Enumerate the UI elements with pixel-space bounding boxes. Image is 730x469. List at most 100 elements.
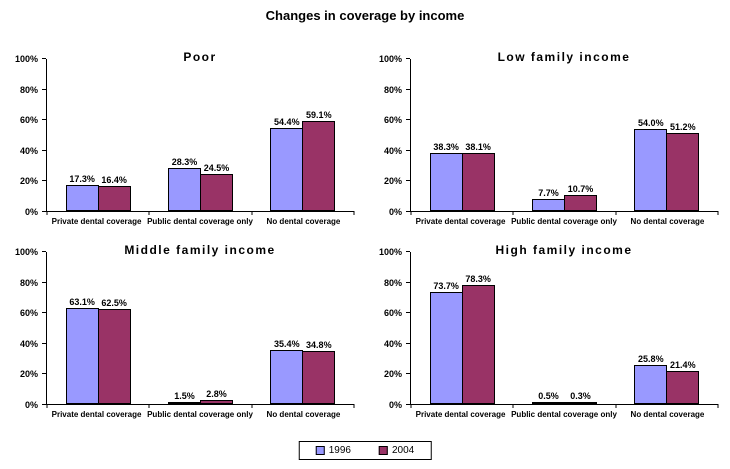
x-tick-mark bbox=[251, 404, 253, 408]
bar-1996: 63.1% bbox=[65, 297, 99, 404]
y-tick-mark bbox=[406, 180, 410, 182]
bar-1996: 38.3% bbox=[429, 142, 463, 211]
bar-2004: 10.7% bbox=[563, 184, 597, 211]
bar-value-label: 35.4% bbox=[274, 339, 300, 350]
y-tick-label: 20% bbox=[383, 369, 402, 380]
y-tick-label: 100% bbox=[378, 247, 402, 257]
y-tick-label: 20% bbox=[19, 369, 38, 380]
y-tick-label: 80% bbox=[383, 277, 402, 288]
plot-area: 38.3% 38.1% 7.7% 10.7% 54.0% 51.2% bbox=[410, 59, 719, 215]
bar-group: 54.0% 51.2% bbox=[616, 59, 718, 211]
bar-1996: 0.5% bbox=[531, 391, 565, 404]
plot-area: 17.3% 16.4% 28.3% 24.5% 54.4% 59.1% bbox=[46, 59, 355, 215]
bar-2004: 62.5% bbox=[97, 298, 131, 404]
bar-value-label: 34.8% bbox=[306, 340, 332, 351]
x-tick-mark bbox=[512, 404, 514, 408]
chart-title: Low family income bbox=[497, 50, 631, 64]
y-tick-label: 0% bbox=[388, 400, 402, 410]
x-tick-mark bbox=[353, 404, 355, 408]
y-tick-label: 60% bbox=[19, 115, 38, 126]
y-tick-mark bbox=[406, 281, 410, 283]
chart-low-family-income: Low family income 0% 20% 40% 60% 80% 100% 38.… bbox=[376, 50, 724, 238]
category-label: Private dental coverage bbox=[415, 410, 506, 419]
y-tick-mark bbox=[406, 58, 410, 59]
y-tick-mark bbox=[42, 58, 46, 59]
bar-2004: 24.5% bbox=[199, 163, 233, 211]
y-tick-mark bbox=[42, 251, 46, 252]
category-label: Public dental coverage only bbox=[511, 217, 617, 226]
bar-group: 28.3% 24.5% bbox=[149, 59, 251, 211]
y-tick-label: 60% bbox=[383, 308, 402, 319]
y-tick-mark bbox=[406, 342, 410, 344]
category-label: Public dental coverage only bbox=[147, 217, 253, 226]
y-tick-mark bbox=[42, 342, 46, 344]
category-label: Private dental coverage bbox=[415, 217, 506, 226]
bar-1996: 7.7% bbox=[531, 188, 565, 211]
y-tick-mark bbox=[406, 373, 410, 375]
y-tick-label: 40% bbox=[19, 338, 38, 349]
bar-group: 0.5% 0.3% bbox=[513, 252, 615, 404]
y-tick-mark bbox=[42, 180, 46, 182]
y-tick-mark bbox=[42, 404, 46, 405]
bar-2004: 2.8% bbox=[199, 389, 233, 404]
category-label: No dental coverage bbox=[630, 410, 705, 419]
legend-entry: 2004 bbox=[379, 445, 414, 456]
legend-label: 2004 bbox=[392, 445, 415, 456]
y-tick-label: 80% bbox=[383, 84, 402, 95]
legend-swatch-2004 bbox=[379, 446, 388, 455]
y-tick-label: 60% bbox=[19, 308, 38, 319]
y-tick-label: 100% bbox=[14, 247, 38, 257]
y-tick-label: 60% bbox=[383, 115, 402, 126]
chart-title: Poor bbox=[183, 50, 217, 64]
bar-value-label: 38.1% bbox=[465, 142, 491, 153]
bar-value-label: 62.5% bbox=[101, 298, 127, 308]
y-tick-label: 20% bbox=[19, 176, 38, 187]
bar-group: 35.4% 34.8% bbox=[252, 252, 354, 404]
y-tick-mark bbox=[406, 88, 410, 90]
bar-1996: 35.4% bbox=[270, 339, 304, 404]
category-label: Public dental coverage only bbox=[147, 410, 253, 419]
y-tick-mark bbox=[42, 88, 46, 90]
x-axis-category-labels: Private dental coverage Public dental cov… bbox=[46, 410, 354, 419]
bar-value-label: 7.7% bbox=[538, 188, 559, 199]
category-label: No dental coverage bbox=[266, 410, 341, 419]
legend-entry: 1996 bbox=[315, 445, 351, 456]
x-tick-mark bbox=[148, 404, 150, 408]
bar-value-label: 17.3% bbox=[69, 173, 95, 184]
y-tick-label: 80% bbox=[19, 84, 38, 95]
bar-value-label: 10.7% bbox=[567, 183, 594, 194]
y-tick-mark bbox=[406, 312, 410, 314]
bar-2004: 0.3% bbox=[563, 391, 597, 404]
x-tick-mark bbox=[410, 404, 412, 408]
bar-group: 25.8% 21.4% bbox=[616, 252, 718, 404]
bar-value-label: 1.5% bbox=[174, 390, 195, 401]
bar-value-label: 2.8% bbox=[206, 388, 227, 399]
bar-value-label: 21.4% bbox=[670, 360, 696, 371]
x-tick-mark bbox=[148, 211, 150, 215]
y-tick-label: 20% bbox=[383, 176, 402, 187]
bar-value-label: 54.0% bbox=[638, 117, 664, 128]
x-tick-mark bbox=[251, 211, 253, 215]
y-tick-mark bbox=[42, 149, 46, 151]
bar-1996: 25.8% bbox=[634, 354, 668, 404]
bar-value-label: 0.3% bbox=[570, 391, 591, 401]
plot-area: 63.1% 62.5% 1.5% 2.8% 35.4% 34.8% bbox=[46, 252, 355, 408]
bar-2004: 78.3% bbox=[461, 274, 495, 404]
bar-2004: 16.4% bbox=[97, 175, 131, 211]
legend-swatch-1996 bbox=[315, 446, 325, 455]
legend: 1996 2004 bbox=[298, 441, 432, 460]
y-tick-mark bbox=[42, 312, 46, 314]
y-tick-label: 40% bbox=[383, 145, 402, 156]
bar-value-label: 16.4% bbox=[101, 175, 127, 186]
x-axis-category-labels: Private dental coverage Public dental cov… bbox=[410, 217, 718, 226]
x-axis-category-labels: Private dental coverage Public dental cov… bbox=[46, 217, 354, 226]
y-tick-mark bbox=[406, 404, 410, 405]
page-title: Changes in coverage by income bbox=[265, 8, 465, 23]
y-tick-label: 40% bbox=[19, 145, 38, 156]
bar-value-label: 51.2% bbox=[670, 122, 696, 133]
bar-value-label: 63.1% bbox=[69, 297, 95, 308]
bar-value-label: 54.4% bbox=[274, 117, 300, 128]
y-tick-label: 40% bbox=[383, 338, 402, 349]
bar-group: 63.1% 62.5% bbox=[47, 252, 149, 404]
category-label: No dental coverage bbox=[630, 217, 705, 226]
